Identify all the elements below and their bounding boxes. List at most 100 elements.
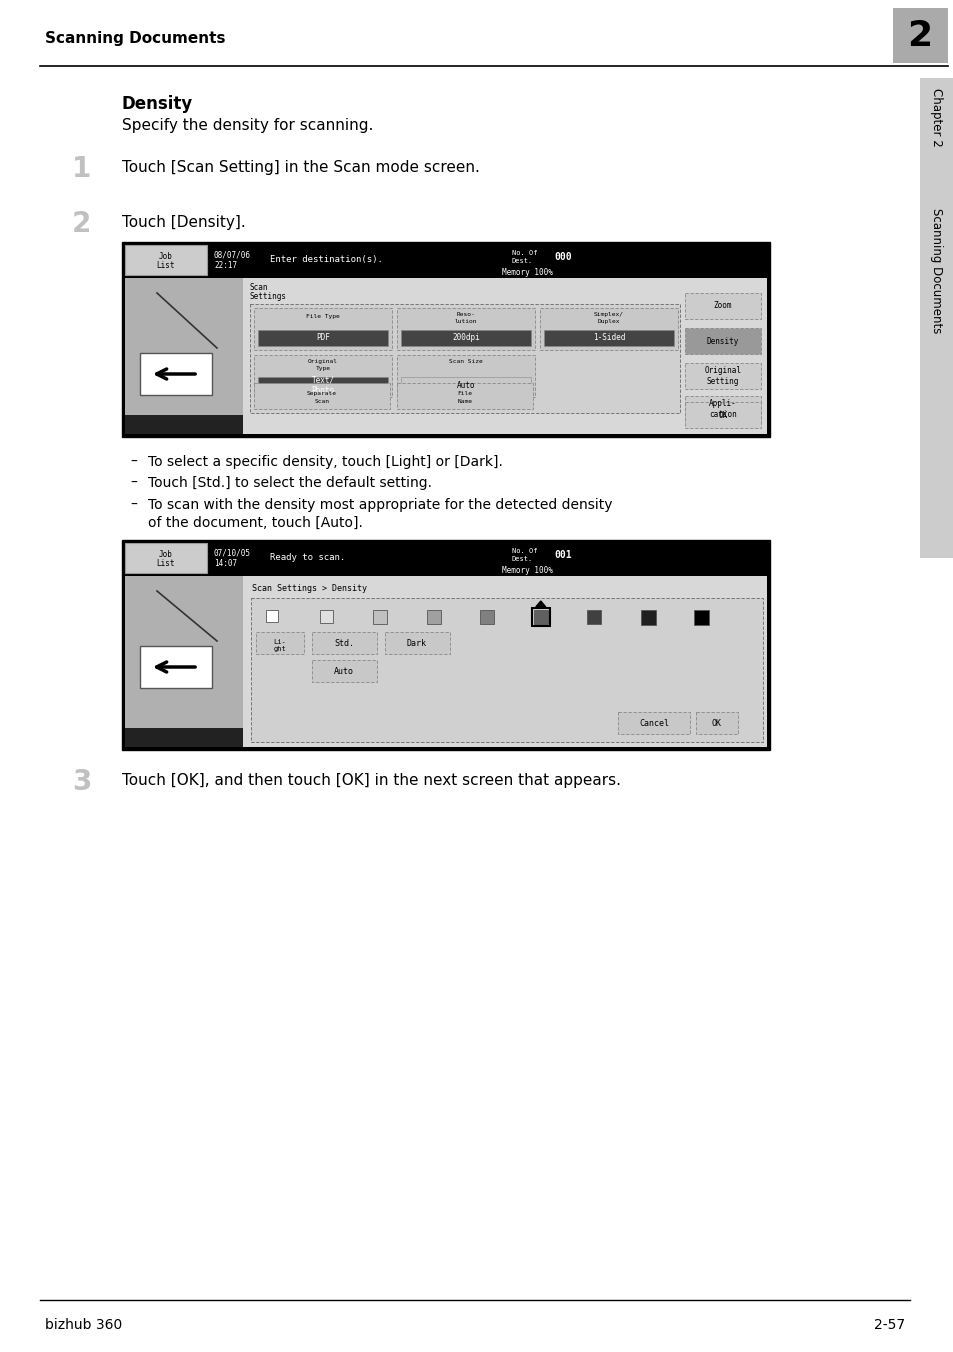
Bar	[125, 544, 207, 573]
Text: PDF: PDF	[315, 334, 330, 342]
Bar	[125, 415, 243, 434]
Text: Auto: Auto	[334, 667, 354, 676]
Text: List: List	[156, 558, 175, 568]
Text: Li-: Li-	[274, 639, 286, 645]
Bar	[125, 245, 207, 274]
Polygon shape	[536, 602, 545, 607]
Text: Auto: Auto	[456, 380, 475, 389]
Bar	[125, 576, 766, 748]
Bar	[684, 293, 760, 319]
Bar	[400, 377, 531, 393]
Bar	[696, 713, 738, 734]
Text: File: File	[457, 391, 472, 396]
Bar	[534, 610, 547, 625]
Text: Scan: Scan	[314, 399, 329, 404]
Text: Settings: Settings	[250, 292, 287, 301]
Bar	[312, 660, 376, 681]
Text: Touch [Density].: Touch [Density].	[122, 215, 246, 230]
Text: OK: OK	[711, 718, 721, 727]
Bar	[684, 402, 760, 429]
Text: Scan Size: Scan Size	[449, 360, 482, 364]
Text: Scan: Scan	[250, 283, 268, 292]
Bar	[587, 610, 600, 625]
Bar	[684, 329, 760, 354]
Bar	[919, 78, 953, 558]
Text: 2: 2	[906, 19, 932, 53]
Text: No. Of: No. Of	[512, 548, 537, 554]
Text: Scanning Documents: Scanning Documents	[45, 31, 225, 46]
Text: Memory 100%: Memory 100%	[501, 268, 553, 277]
Bar	[253, 308, 392, 350]
Text: 14:07: 14:07	[213, 558, 237, 568]
Bar	[251, 598, 762, 742]
Bar	[125, 279, 243, 434]
Text: To scan with the density most appropriate for the detected density: To scan with the density most appropriat…	[148, 498, 612, 512]
Text: To select a specific density, touch [Light] or [Dark].: To select a specific density, touch [Lig…	[148, 456, 502, 469]
Text: OK: OK	[718, 411, 727, 419]
Bar	[400, 330, 531, 346]
Bar	[479, 610, 494, 625]
Text: Appli-
cation: Appli- cation	[708, 399, 736, 419]
Bar	[640, 610, 656, 625]
Text: bizhub 360: bizhub 360	[45, 1318, 122, 1332]
Bar	[125, 727, 243, 748]
Text: Separate: Separate	[307, 391, 336, 396]
Text: Touch [Std.] to select the default setting.: Touch [Std.] to select the default setti…	[148, 476, 432, 489]
Text: Reso-: Reso-	[456, 312, 475, 316]
Text: Dark: Dark	[407, 638, 427, 648]
Text: Dest.: Dest.	[512, 258, 533, 264]
Text: Ready to scan.: Ready to scan.	[270, 553, 345, 562]
Text: 08/07/06: 08/07/06	[213, 251, 251, 260]
Text: Specify the density for scanning.: Specify the density for scanning.	[122, 118, 373, 132]
Bar	[266, 610, 277, 622]
Text: 2: 2	[71, 210, 91, 238]
Bar	[684, 362, 760, 389]
Bar	[125, 576, 243, 748]
Text: Std.: Std.	[334, 638, 354, 648]
Text: Type: Type	[315, 366, 330, 370]
Text: –: –	[130, 456, 136, 469]
Bar	[396, 356, 535, 397]
Text: Job: Job	[159, 251, 172, 261]
Text: Density: Density	[122, 95, 193, 114]
Text: Scan Settings > Density: Scan Settings > Density	[252, 584, 367, 594]
Bar	[257, 330, 388, 346]
Bar	[694, 610, 709, 625]
Bar	[385, 631, 450, 654]
Text: Chapter 2: Chapter 2	[929, 88, 943, 147]
Text: Original
Setting: Original Setting	[703, 366, 740, 385]
Bar	[396, 383, 533, 410]
Text: 3: 3	[71, 768, 91, 796]
Text: –: –	[130, 476, 136, 489]
Bar	[253, 356, 392, 397]
Text: File Type: File Type	[306, 314, 339, 319]
Text: No. Of: No. Of	[512, 250, 537, 256]
Text: Cancel: Cancel	[639, 718, 668, 727]
Text: Memory 100%: Memory 100%	[501, 566, 553, 575]
Bar	[253, 383, 390, 410]
Text: 200dpi: 200dpi	[452, 334, 479, 342]
Text: Scanning Documents: Scanning Documents	[929, 208, 943, 334]
Bar	[539, 308, 678, 350]
Bar	[125, 279, 766, 434]
Bar	[247, 576, 766, 748]
Bar	[122, 539, 769, 750]
Text: Name: Name	[457, 399, 472, 404]
Bar	[247, 279, 766, 434]
Text: Original: Original	[308, 360, 337, 364]
Text: Density: Density	[706, 337, 739, 346]
Text: 07/10/05: 07/10/05	[213, 549, 251, 558]
Bar	[255, 631, 304, 654]
Bar	[319, 610, 333, 623]
Text: 2-57: 2-57	[873, 1318, 904, 1332]
Text: Text/
Photo: Text/ Photo	[311, 376, 335, 395]
Text: 001: 001	[554, 550, 571, 560]
Bar	[684, 396, 760, 422]
Bar	[618, 713, 689, 734]
Text: ght: ght	[274, 646, 286, 652]
Text: Touch [OK], and then touch [OK] in the next screen that appears.: Touch [OK], and then touch [OK] in the n…	[122, 773, 620, 788]
Text: Simplex/: Simplex/	[594, 312, 623, 316]
Text: Zoom: Zoom	[713, 301, 732, 311]
Bar	[531, 608, 549, 626]
Text: Dest.: Dest.	[512, 556, 533, 562]
